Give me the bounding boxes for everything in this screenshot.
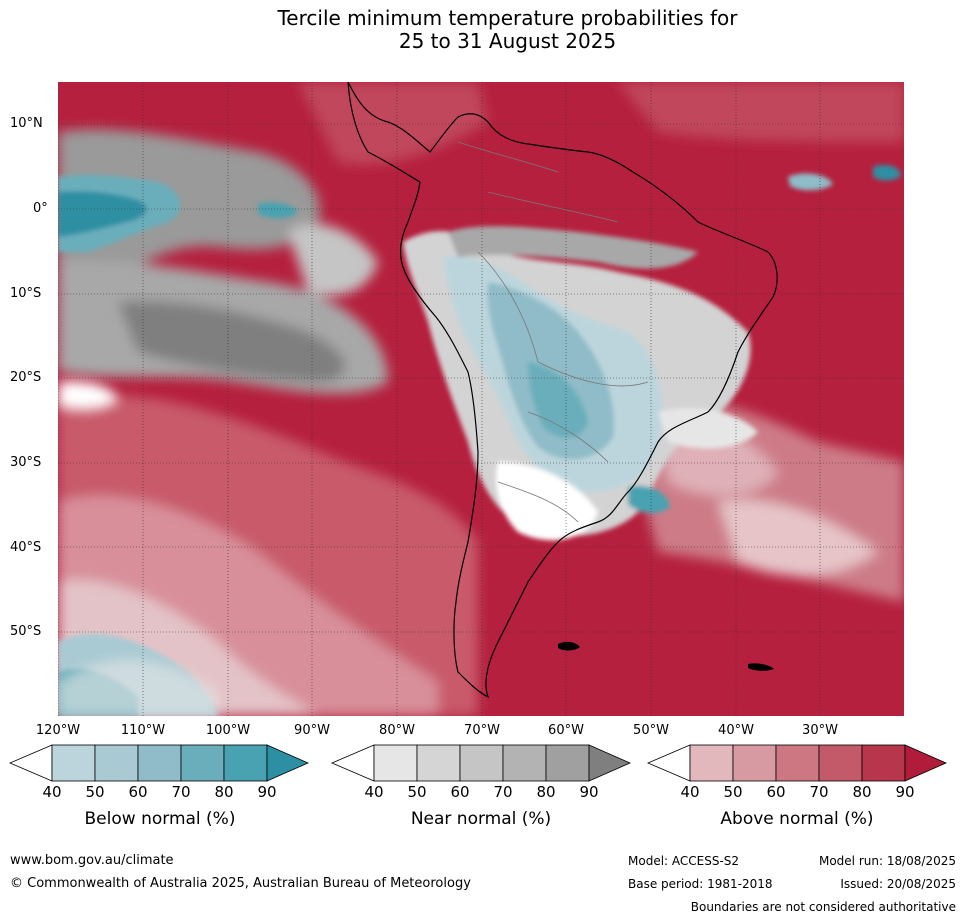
graticule	[58, 82, 904, 716]
latitude-label-20s: 20°S	[10, 370, 42, 385]
near-bin-2	[416, 744, 461, 782]
near-tick-90: 90	[579, 783, 599, 801]
longitude-label-110w: 110°W	[120, 723, 166, 738]
latitude-label-30s: 30°S	[10, 455, 42, 470]
below-bin-6	[266, 744, 309, 782]
below-bin-0	[8, 744, 53, 782]
above-tick-40: 40	[680, 783, 700, 801]
latitude-label-10s: 10°S	[10, 286, 42, 301]
below-bin-2	[94, 744, 139, 782]
near-bin-4	[502, 744, 547, 782]
near-tick-40: 40	[364, 783, 384, 801]
above-tick-50: 50	[723, 783, 743, 801]
longitude-label-60w: 60°W	[548, 723, 584, 738]
above-bin-2	[732, 744, 777, 782]
near-tick-80: 80	[536, 783, 556, 801]
longitude-label-90w: 90°W	[294, 723, 330, 738]
model-run-date: Model run: 18/08/2025	[818, 854, 956, 868]
country-borders	[457, 141, 649, 523]
below-tick-90: 90	[257, 783, 277, 801]
base-period: Base period: 1981-2018	[628, 877, 773, 891]
above-bin-5	[861, 744, 906, 782]
near-tick-60: 60	[450, 783, 470, 801]
copyright-notice: © Commonwealth of Australia 2025, Austra…	[10, 876, 471, 891]
model-name: Model: ACCESS-S2	[628, 854, 740, 868]
probability-map	[58, 82, 904, 716]
latitude-label-10n: 10°N	[10, 116, 43, 131]
below-tick-40: 40	[42, 783, 62, 801]
above-bin-0	[646, 744, 691, 782]
near-bin-1	[373, 744, 418, 782]
latitude-label-equator: 0°	[33, 201, 48, 216]
near-normal-label: Near normal (%)	[410, 809, 552, 829]
near-bin-3	[459, 744, 504, 782]
issued-date: Issued: 20/08/2025	[840, 877, 956, 891]
above-normal-label: Above normal (%)	[720, 809, 874, 829]
low-probability-bands	[58, 381, 218, 716]
longitude-label-50w: 50°W	[633, 723, 669, 738]
above-tick-90: 90	[895, 783, 915, 801]
above-tick-80: 80	[852, 783, 872, 801]
near-bin-5	[545, 744, 590, 782]
near-bin-6	[588, 744, 631, 782]
below-tick-60: 60	[128, 783, 148, 801]
longitude-label-120w: 120°W	[35, 723, 81, 738]
above-bin-6	[904, 744, 947, 782]
below-bin-5	[223, 744, 268, 782]
longitude-label-40w: 40°W	[718, 723, 754, 738]
south-america-interior	[403, 226, 758, 541]
below-normal-colorbar	[8, 744, 309, 782]
below-tick-80: 80	[214, 783, 234, 801]
near-tick-50: 50	[407, 783, 427, 801]
longitude-label-80w: 80°W	[379, 723, 415, 738]
longitude-label-30w: 30°W	[802, 723, 838, 738]
map-title-line-1: Tercile minimum temperature probabilitie…	[277, 6, 738, 30]
south-america-coastline	[347, 82, 778, 699]
below-bin-3	[137, 744, 182, 782]
above-bin-3	[775, 744, 820, 782]
near-normal-colorbar	[330, 744, 631, 782]
website-link[interactable]: www.bom.gov.au/climate	[10, 853, 174, 868]
below-bin-1	[51, 744, 96, 782]
map-title-line-2: 25 to 31 August 2025	[398, 29, 617, 53]
above-bin-1	[689, 744, 734, 782]
above-tick-60: 60	[766, 783, 786, 801]
latitude-label-50s: 50°S	[10, 624, 42, 639]
map-canvas	[58, 82, 904, 716]
longitude-label-70w: 70°W	[464, 723, 500, 738]
south-georgia	[748, 663, 774, 671]
above-tick-70: 70	[809, 783, 829, 801]
near-tick-70: 70	[493, 783, 513, 801]
near-bin-0	[330, 744, 375, 782]
below-bin-4	[180, 744, 225, 782]
below-normal-label: Below normal (%)	[84, 809, 236, 829]
falkland-islands	[558, 641, 580, 651]
above-normal-colorbar	[646, 744, 947, 782]
boundary-disclaimer: Boundaries are not considered authoritat…	[690, 900, 956, 914]
above-bin-4	[818, 744, 863, 782]
below-tick-50: 50	[85, 783, 105, 801]
latitude-label-40s: 40°S	[10, 540, 42, 555]
below-tick-70: 70	[171, 783, 191, 801]
near-normal-pacific	[58, 129, 388, 394]
longitude-label-100w: 100°W	[205, 723, 251, 738]
